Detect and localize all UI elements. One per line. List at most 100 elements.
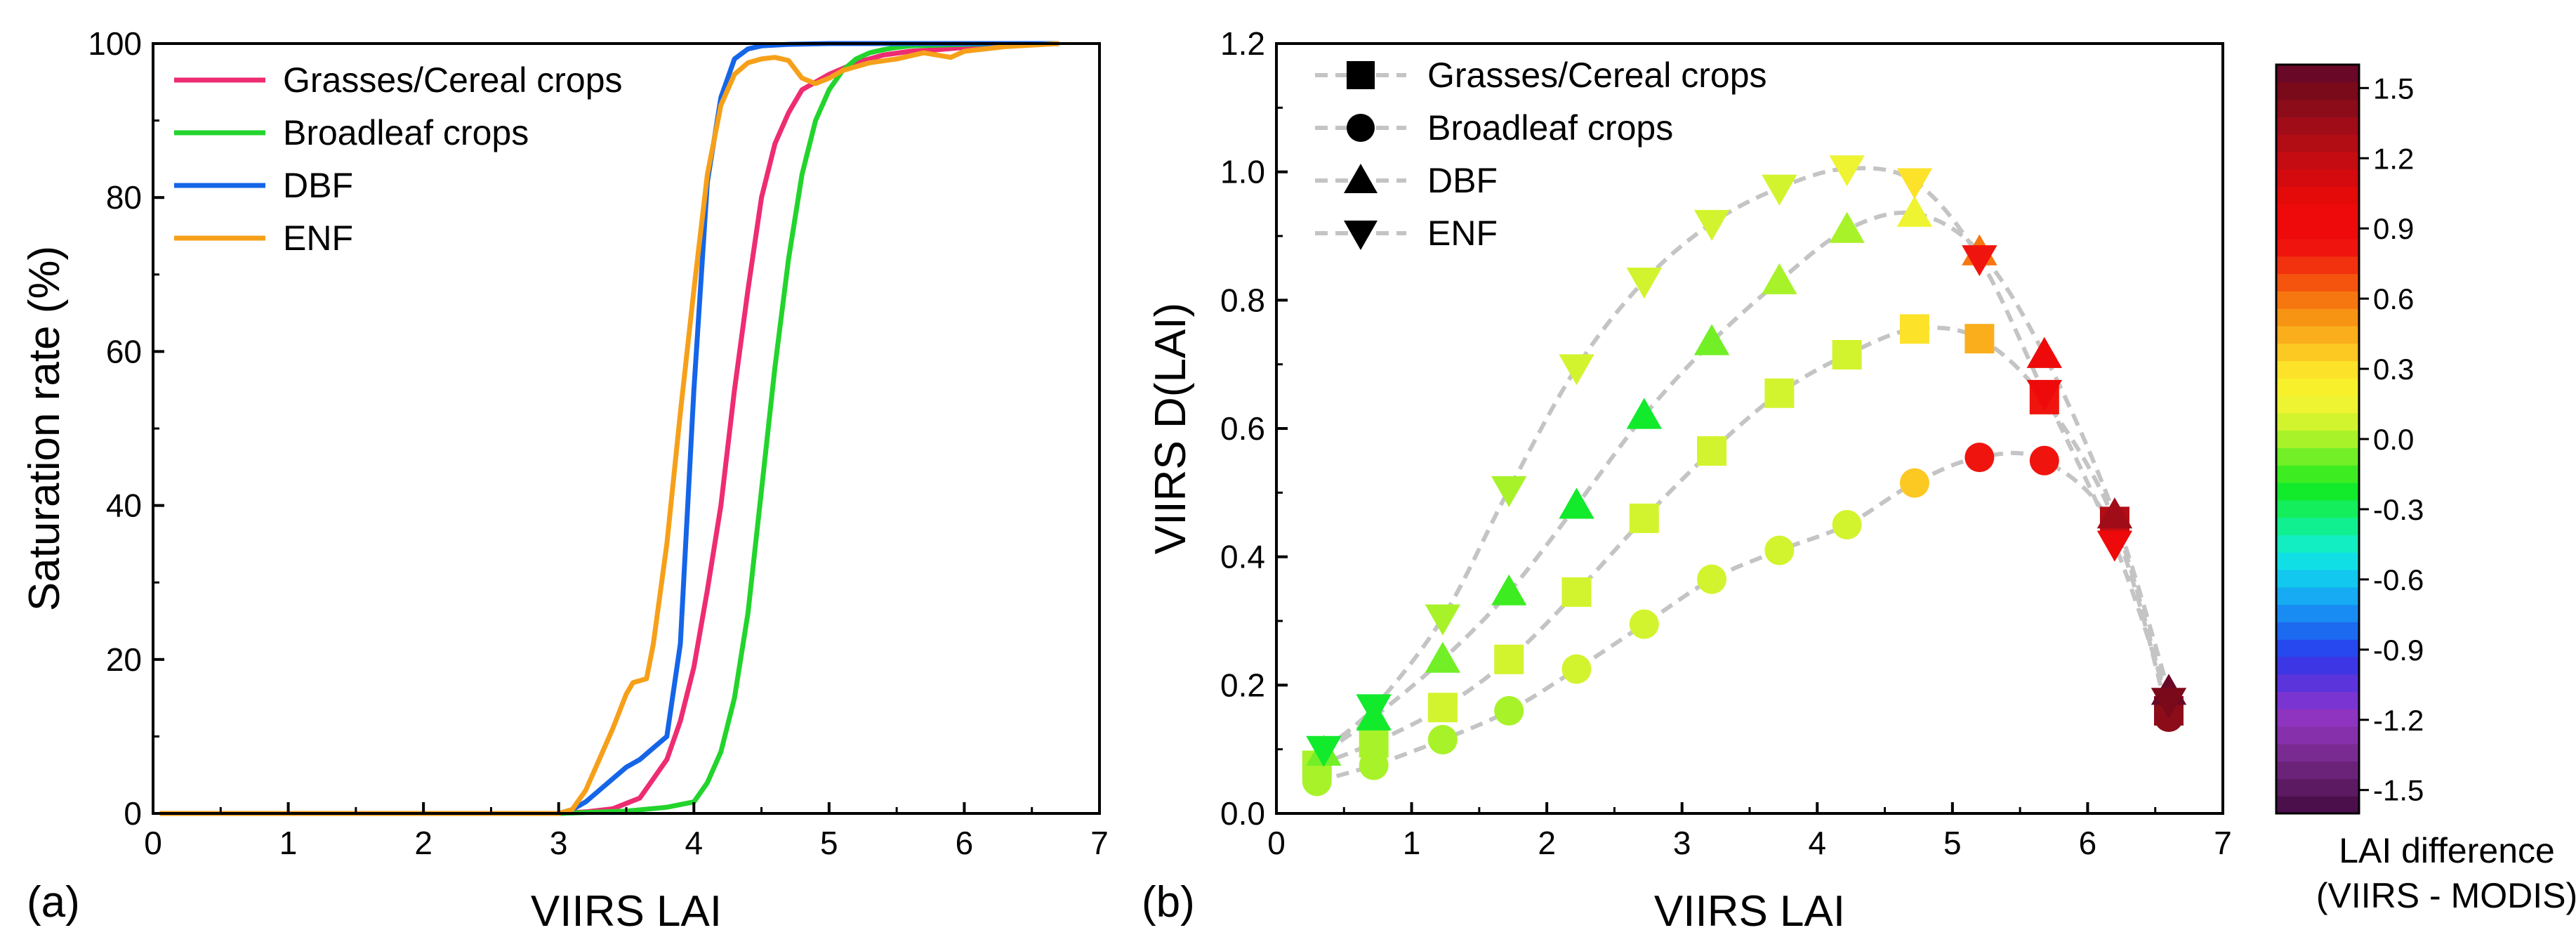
data-point-triangle-down (1491, 476, 1527, 507)
legend-label-1: Broadleaf crops (1427, 108, 1673, 148)
panel-b: 0 1 2 3 4 5 6 7 0.0 0.2 0.4 0.6 0.8 1.0 1.2 Grasses/Ce… (1142, 25, 2232, 936)
colorbar-band (2276, 535, 2359, 553)
y-tick-label: 100 (88, 25, 142, 62)
data-point-triangle-up (1559, 487, 1594, 519)
x-tick-label: 1 (1403, 825, 1421, 861)
panel-b-ticks: 0 1 2 3 4 5 6 7 0.0 0.2 0.4 0.6 0.8 1.0 1.2 (1220, 25, 2232, 861)
data-point-triangle-down (2026, 379, 2063, 411)
data-point-circle (2029, 445, 2059, 476)
colorbar-tick-label: 0.0 (2373, 423, 2414, 456)
data-point-triangle-up (1626, 398, 1662, 429)
legend-marker-0 (1347, 61, 1375, 89)
colorbar-tick-label: 0.3 (2373, 353, 2414, 386)
colorbar-band (2276, 412, 2359, 431)
x-tick-label: 3 (1673, 825, 1691, 861)
data-point-triangle-down (1306, 735, 1342, 767)
colorbar-band (2276, 778, 2359, 797)
colorbar-tick-label: 0.9 (2373, 212, 2414, 245)
series-line-0 (159, 41, 1059, 816)
colorbar-band (2276, 709, 2359, 727)
colorbar-band (2276, 743, 2359, 762)
y-tick-label: 0.0 (1220, 795, 1265, 832)
data-point-square (1359, 728, 1389, 758)
legend-label-3: ENF (1427, 214, 1498, 253)
data-point-square (1832, 339, 1862, 369)
colorbar-band (2276, 378, 2359, 396)
panel-a-plot-area (159, 41, 1059, 816)
data-point-square (1494, 644, 1524, 674)
series-line-2 (159, 41, 1059, 816)
colorbar-band (2276, 186, 2359, 204)
colorbar-band (2276, 81, 2359, 100)
data-point-circle (1427, 724, 1458, 754)
data-point-square (1629, 503, 1659, 533)
panel-b-x-axis-title: VIIRS LAI (1654, 887, 1845, 936)
data-point-triangle-down (1962, 245, 1997, 277)
x-tick-label: 1 (279, 825, 298, 861)
x-tick-label: 4 (685, 825, 703, 861)
y-tick-label: 0 (124, 795, 142, 832)
data-point-square (1561, 577, 1592, 607)
colorbar-band (2276, 639, 2359, 657)
data-point-square (1764, 378, 1795, 408)
data-point-square (1964, 324, 1995, 354)
colorbar-band (2276, 604, 2359, 622)
data-point-triangle-down (1425, 604, 1461, 636)
colorbar-band (2276, 587, 2359, 606)
data-point-triangle-up (1693, 324, 1730, 355)
x-tick-label: 5 (820, 825, 838, 861)
legend-label-1: Broadleaf crops (283, 113, 529, 152)
data-point-triangle-up (1491, 574, 1527, 606)
colorbar-band (2276, 204, 2359, 222)
colorbar-band (2276, 569, 2359, 588)
colorbar-band (2276, 325, 2359, 344)
data-point-triangle-up (1829, 211, 1865, 243)
colorbar-tick-label: -1.5 (2373, 774, 2424, 807)
y-tick-label: 40 (106, 487, 142, 524)
colorbar-tick-label: -1.2 (2373, 704, 2424, 737)
x-tick-label: 2 (1538, 825, 1556, 861)
x-tick-label: 4 (1808, 825, 1826, 861)
y-tick-label: 0.8 (1220, 282, 1265, 318)
data-point-triangle-down (2151, 688, 2187, 719)
data-point-circle (1629, 609, 1659, 639)
legend-marker-3 (1344, 221, 1378, 250)
y-tick-label: 1.2 (1220, 25, 1265, 62)
series-line-3 (159, 41, 1059, 816)
x-tick-label: 0 (1267, 825, 1286, 861)
colorbar-band (2276, 117, 2359, 135)
colorbar-band (2276, 291, 2359, 309)
colorbar-band (2276, 691, 2359, 709)
colorbar-title-line2: (VIIRS - MODIS) (2316, 876, 2576, 915)
colorbar-band (2276, 552, 2359, 570)
colorbar-tick-label: -0.6 (2373, 563, 2424, 596)
panel-a-label: (a) (27, 878, 80, 927)
colorbar-band (2276, 430, 2359, 448)
series-line-1 (159, 41, 1059, 816)
y-tick-label: 80 (106, 179, 142, 216)
x-tick-label: 6 (956, 825, 974, 861)
colorbar-tick-label: -0.9 (2373, 634, 2424, 667)
colorbar-band (2276, 221, 2359, 240)
legend-marker-2 (1344, 164, 1378, 193)
panel-a-legend: Grasses/Cereal crops Broadleaf crops DBF EN… (174, 60, 623, 258)
data-point-circle (1764, 535, 1795, 565)
data-point-triangle-down (1829, 155, 1865, 187)
data-point-circle (1964, 443, 1995, 473)
series-connector-2 (1322, 210, 2171, 754)
data-point-circle (1899, 468, 1929, 498)
colorbar-band (2276, 726, 2359, 745)
legend-label-3: ENF (283, 218, 353, 258)
data-point-triangle-down (1693, 209, 1730, 241)
y-tick-label: 20 (106, 641, 142, 678)
x-tick-label: 0 (144, 825, 162, 861)
panel-b-label: (b) (1142, 878, 1195, 927)
data-point-triangle-down (1762, 174, 1797, 206)
colorbar-band (2276, 151, 2359, 170)
panel-b-legend: Grasses/Cereal crops Broadleaf crops DBF EN… (1315, 55, 1767, 253)
colorbar-tick-label: 1.2 (2373, 142, 2414, 175)
colorbar: -1.5 -1.2 -0.9 -0.6 -0.3 0.0 0.3 0.6 0.9 1.2 1.5 L… (2275, 63, 2576, 915)
data-point-triangle-up (1896, 195, 1933, 227)
data-point-triangle-down (1356, 694, 1392, 726)
